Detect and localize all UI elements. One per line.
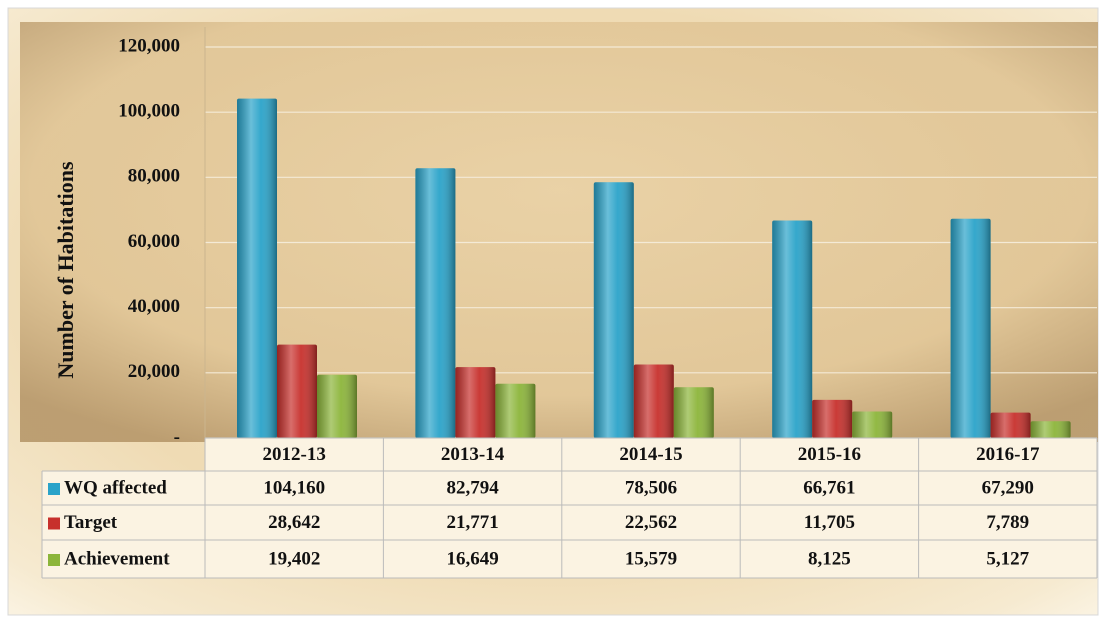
table-background bbox=[205, 438, 1097, 578]
data-label: 16,649 bbox=[446, 548, 498, 569]
legend-label: Target bbox=[64, 512, 118, 533]
data-label: 15,579 bbox=[625, 548, 677, 569]
x-tick-label: 2015-16 bbox=[798, 444, 861, 465]
y-tick-label: 80,000 bbox=[128, 166, 180, 187]
y-tick-label: 100,000 bbox=[118, 101, 180, 122]
x-tick-label: 2012-13 bbox=[263, 444, 326, 465]
data-label: 22,562 bbox=[625, 512, 677, 533]
bar bbox=[455, 367, 496, 438]
data-label: 104,160 bbox=[263, 477, 325, 498]
bar bbox=[277, 344, 317, 438]
legend-key bbox=[48, 517, 60, 530]
data-table: 2012-13 2013-14 2014-15 2015-16 2016-17 WQ af… bbox=[41, 437, 1098, 579]
bar bbox=[812, 399, 853, 438]
data-label: 82,794 bbox=[446, 477, 499, 498]
y-tick-label: 20,000 bbox=[128, 361, 180, 382]
data-label: 67,290 bbox=[982, 477, 1034, 498]
data-label: 66,761 bbox=[803, 477, 855, 498]
bar bbox=[593, 182, 634, 438]
legend-label: WQ affected bbox=[64, 477, 167, 498]
data-label: 21,771 bbox=[446, 512, 498, 533]
legend-label: Achievement bbox=[64, 548, 170, 569]
data-label: 19,402 bbox=[268, 548, 320, 569]
y-tick-label: 120,000 bbox=[118, 35, 180, 56]
bar bbox=[673, 387, 714, 438]
y-tick-label: 60,000 bbox=[128, 231, 180, 252]
plot-background bbox=[20, 22, 1098, 442]
data-label: 78,506 bbox=[625, 477, 677, 498]
table-background bbox=[42, 471, 205, 578]
bar bbox=[950, 218, 991, 438]
y-tick-label: - bbox=[174, 426, 180, 447]
legend-key bbox=[48, 554, 60, 566]
y-axis-label: Number of Habitations bbox=[53, 161, 78, 379]
data-label: 8,125 bbox=[808, 548, 851, 569]
y-tick-label: 40,000 bbox=[128, 296, 180, 317]
bar bbox=[772, 220, 813, 438]
data-label: 11,705 bbox=[804, 512, 855, 533]
bar bbox=[852, 411, 893, 438]
data-label: 5,127 bbox=[986, 548, 1029, 569]
bar bbox=[495, 383, 536, 438]
legend-key bbox=[48, 483, 60, 495]
data-label: 28,642 bbox=[268, 512, 320, 533]
data-label: 7,789 bbox=[986, 512, 1029, 533]
bar bbox=[990, 412, 1031, 438]
x-tick-label: 2016-17 bbox=[976, 444, 1040, 465]
x-tick-label: 2014-15 bbox=[619, 444, 682, 465]
bar bbox=[237, 98, 277, 438]
bar bbox=[633, 364, 674, 438]
bar bbox=[1030, 421, 1071, 438]
bar bbox=[415, 168, 456, 438]
bar bbox=[317, 374, 357, 438]
x-tick-label: 2013-14 bbox=[441, 444, 505, 465]
